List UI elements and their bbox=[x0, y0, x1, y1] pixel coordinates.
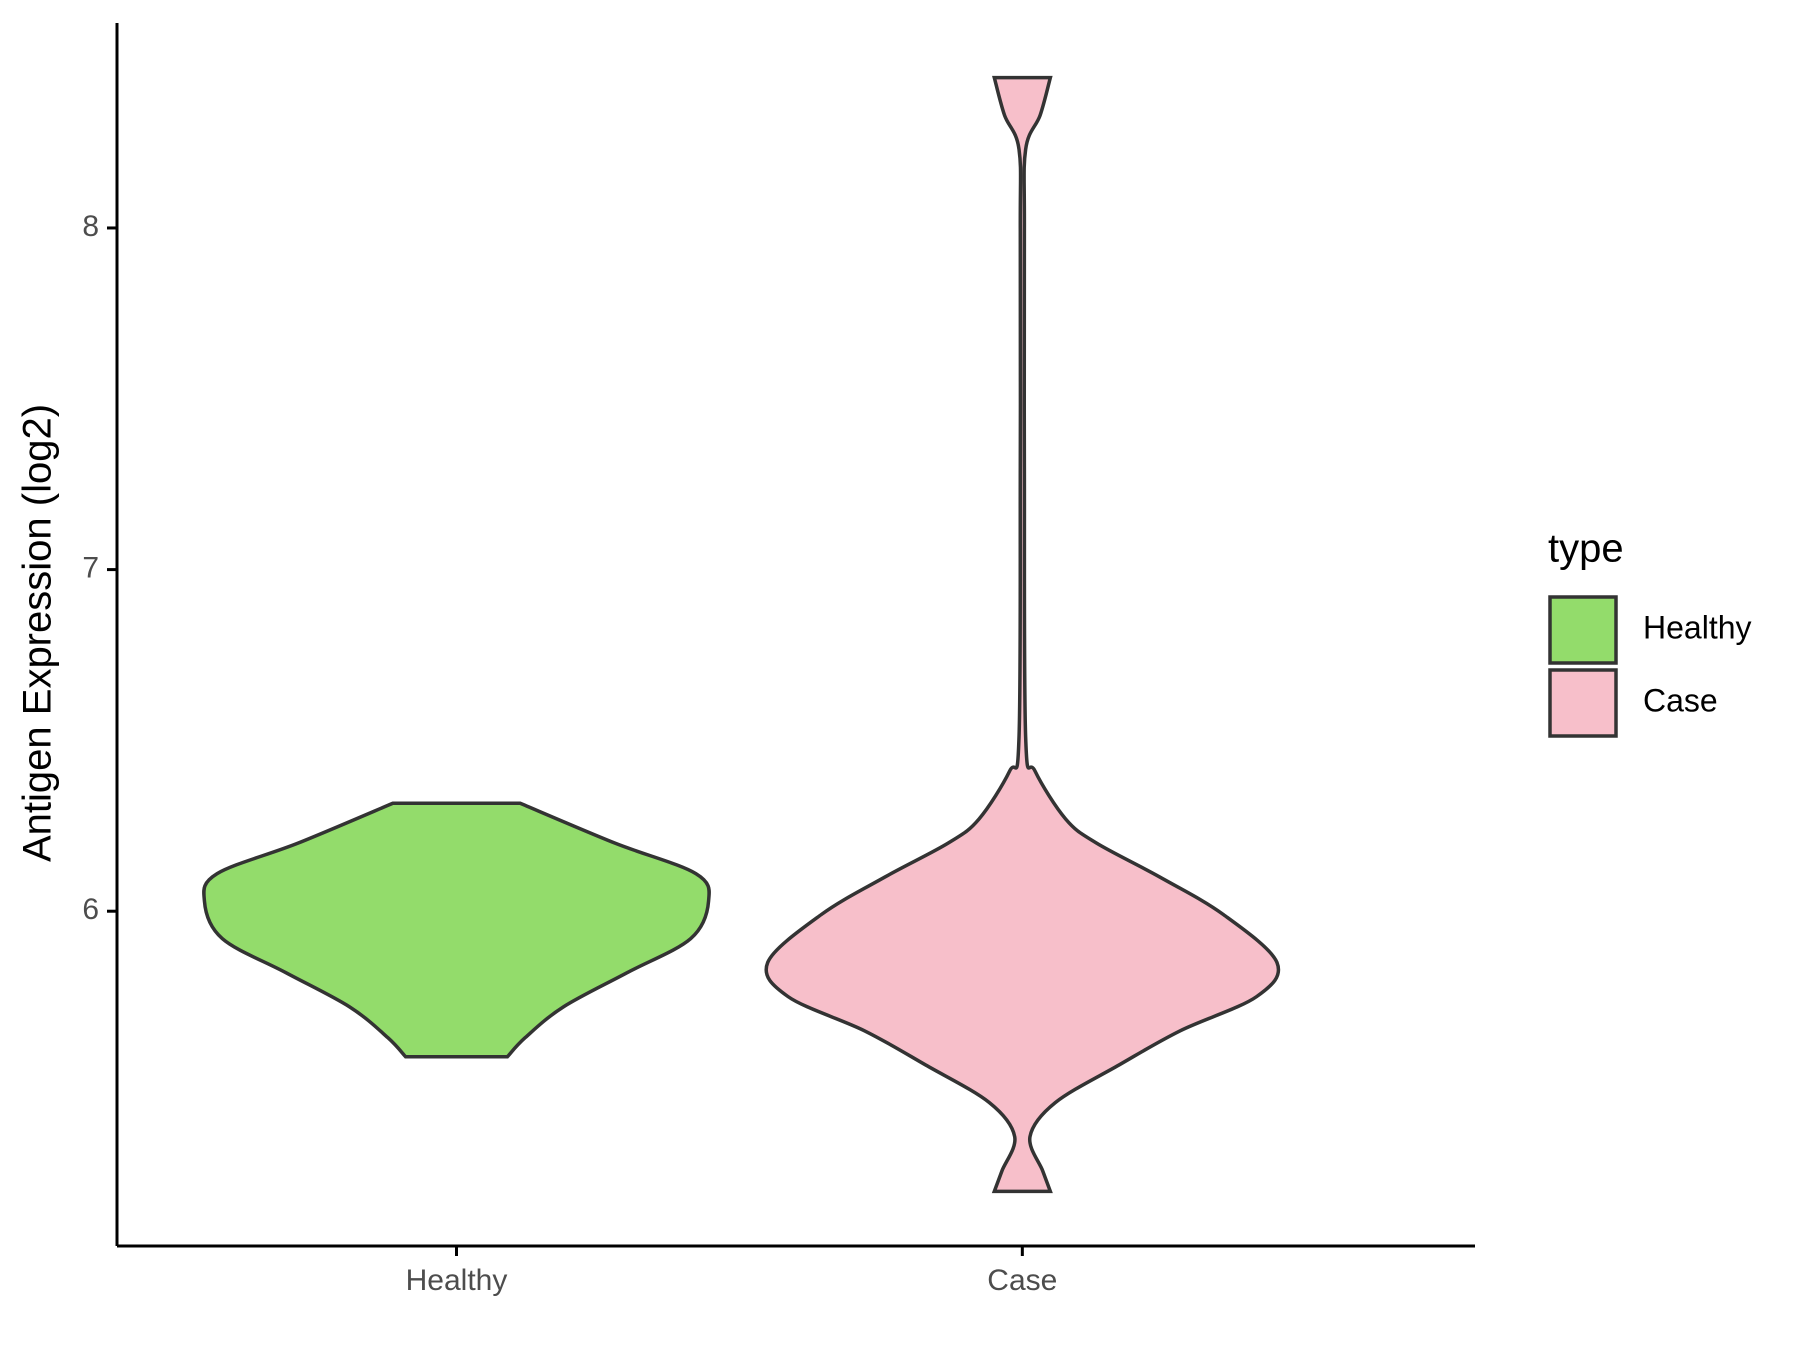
y-tick-label: 7 bbox=[82, 552, 99, 585]
violin bbox=[202, 801, 711, 1059]
legend-key bbox=[1548, 668, 1618, 738]
x-tick-label: Case bbox=[987, 1264, 1057, 1297]
legend-key bbox=[1548, 595, 1618, 665]
legend-title: type bbox=[1548, 527, 1624, 571]
y-axis-label: Antigen Expression (log2) bbox=[16, 404, 60, 862]
y-tick-label: 8 bbox=[82, 210, 99, 243]
legend-label: Healthy bbox=[1643, 609, 1752, 645]
x-tick-label: Healthy bbox=[406, 1264, 508, 1297]
y-tick-label: 6 bbox=[82, 893, 99, 926]
violin bbox=[764, 75, 1281, 1194]
legend-label: Case bbox=[1643, 682, 1718, 718]
